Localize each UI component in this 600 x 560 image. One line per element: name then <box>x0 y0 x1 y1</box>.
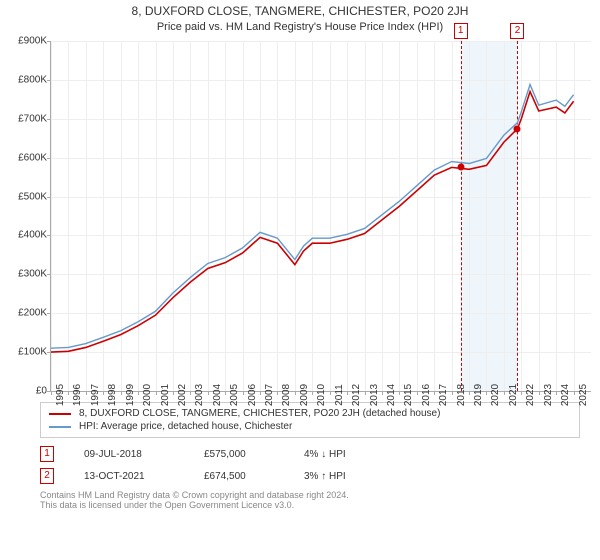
chart-lines <box>51 41 591 391</box>
y-axis-label: £900K <box>3 36 47 47</box>
legend-swatch <box>49 413 71 415</box>
x-axis-label: 1995 <box>55 384 66 406</box>
x-axis-label: 2019 <box>473 384 484 406</box>
footer-line: This data is licensed under the Open Gov… <box>40 500 600 510</box>
x-axis-label: 2025 <box>578 384 589 406</box>
x-axis-label: 2010 <box>316 384 327 406</box>
y-axis-label: £0 <box>3 386 47 397</box>
x-axis-label: 2009 <box>299 384 310 406</box>
y-axis-label: £800K <box>3 74 47 85</box>
x-axis-label: 2001 <box>160 384 171 406</box>
legend-item: HPI: Average price, detached house, Chic… <box>49 420 571 433</box>
sale-price: £674,500 <box>204 471 274 482</box>
sale-date: 09-JUL-2018 <box>84 449 174 460</box>
x-axis-label: 2022 <box>525 384 536 406</box>
y-axis-label: £200K <box>3 308 47 319</box>
legend-swatch <box>49 426 71 428</box>
x-axis-label: 2017 <box>438 384 449 406</box>
footer-line: Contains HM Land Registry data © Crown c… <box>40 490 600 500</box>
x-axis-label: 2016 <box>421 384 432 406</box>
sale-row-marker: 2 <box>40 468 54 484</box>
x-axis-label: 2020 <box>490 384 501 406</box>
x-axis-label: 2005 <box>229 384 240 406</box>
x-axis-label: 2007 <box>264 384 275 406</box>
legend: 8, DUXFORD CLOSE, TANGMERE, CHICHESTER, … <box>40 402 580 438</box>
sale-date: 13-OCT-2021 <box>84 471 174 482</box>
x-axis-label: 2024 <box>560 384 571 406</box>
x-axis-label: 2011 <box>334 384 345 406</box>
x-axis-label: 2003 <box>194 384 205 406</box>
x-axis-label: 2000 <box>142 384 153 406</box>
legend-label: HPI: Average price, detached house, Chic… <box>79 421 292 432</box>
legend-label: 8, DUXFORD CLOSE, TANGMERE, CHICHESTER, … <box>79 408 440 419</box>
sale-row: 2 13-OCT-2021 £674,500 3% ↑ HPI <box>40 468 600 484</box>
x-axis-label: 1999 <box>125 384 136 406</box>
legend-item: 8, DUXFORD CLOSE, TANGMERE, CHICHESTER, … <box>49 407 571 420</box>
y-axis-label: £600K <box>3 152 47 163</box>
sale-marker-1: 1 <box>454 23 468 39</box>
x-axis-label: 2006 <box>247 384 258 406</box>
y-axis-label: £300K <box>3 269 47 280</box>
y-axis-label: £700K <box>3 113 47 124</box>
x-axis-label: 2008 <box>281 384 292 406</box>
sales-table: 1 09-JUL-2018 £575,000 4% ↓ HPI 2 13-OCT-2021… <box>40 446 600 484</box>
series-hpi <box>51 85 574 349</box>
sale-point <box>514 125 521 132</box>
sale-row: 1 09-JUL-2018 £575,000 4% ↓ HPI <box>40 446 600 462</box>
x-axis-label: 2012 <box>351 384 362 406</box>
x-axis-label: 2014 <box>386 384 397 406</box>
x-axis-label: 2018 <box>456 384 467 406</box>
y-axis-label: £100K <box>3 347 47 358</box>
chart-container: 8, DUXFORD CLOSE, TANGMERE, CHICHESTER, … <box>0 0 600 560</box>
sale-row-marker: 1 <box>40 446 54 462</box>
y-axis-label: £500K <box>3 191 47 202</box>
series-property <box>51 92 574 353</box>
x-axis-label: 2015 <box>403 384 414 406</box>
chart-area: 12 £0£100K£200K£300K£400K£500K£600K£700K… <box>50 41 591 392</box>
sale-delta: 3% ↑ HPI <box>304 471 346 482</box>
x-axis-label: 2004 <box>212 384 223 406</box>
sale-price: £575,000 <box>204 449 274 460</box>
x-axis-label: 1998 <box>107 384 118 406</box>
x-axis-label: 2002 <box>177 384 188 406</box>
footer: Contains HM Land Registry data © Crown c… <box>40 490 600 510</box>
sale-delta: 4% ↓ HPI <box>304 449 346 460</box>
x-axis-label: 1996 <box>72 384 83 406</box>
x-axis-label: 1997 <box>90 384 101 406</box>
x-axis-label: 2021 <box>508 384 519 406</box>
y-axis-label: £400K <box>3 230 47 241</box>
page-title: 8, DUXFORD CLOSE, TANGMERE, CHICHESTER, … <box>0 0 600 18</box>
sale-point <box>457 164 464 171</box>
x-axis-label: 2023 <box>543 384 554 406</box>
sale-marker-2: 2 <box>510 23 524 39</box>
x-axis-label: 2013 <box>369 384 380 406</box>
